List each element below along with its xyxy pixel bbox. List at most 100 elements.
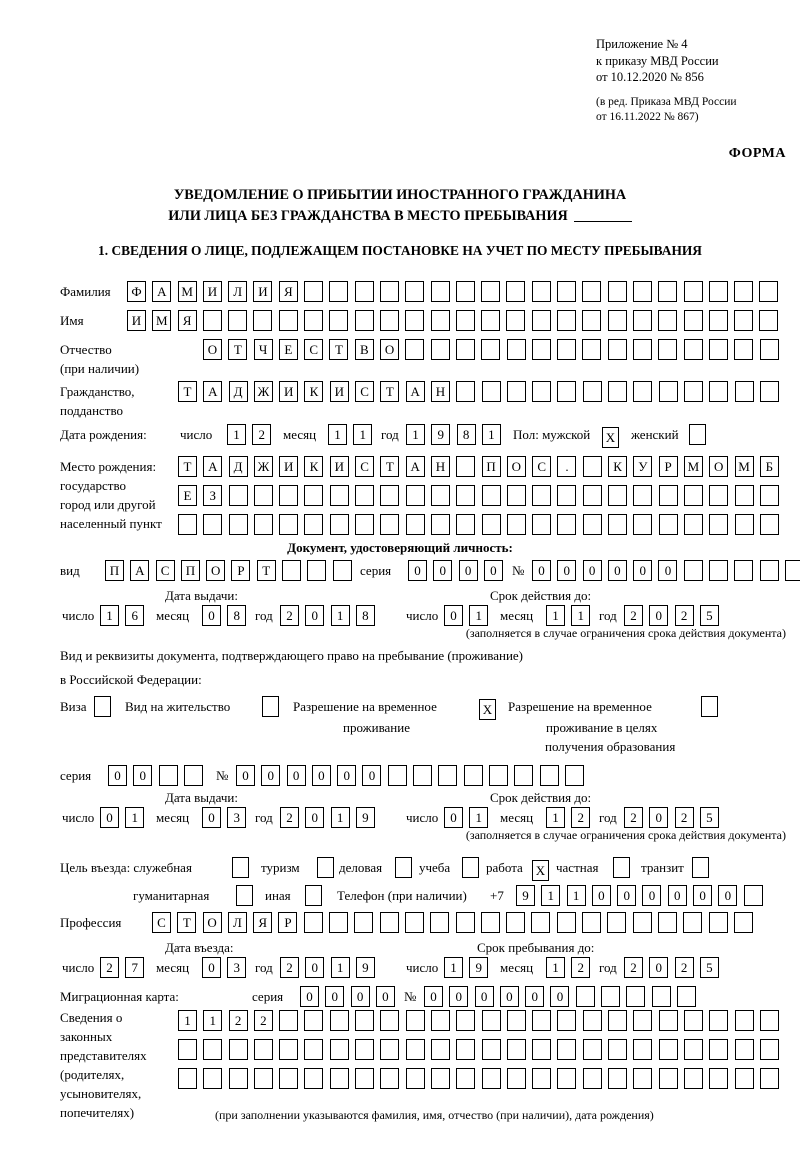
char-cell[interactable] (734, 1068, 754, 1089)
trp-edu-checkbox[interactable] (701, 696, 718, 717)
char-cell[interactable]: 2 (674, 807, 694, 828)
char-cell[interactable] (253, 1039, 273, 1060)
char-cell[interactable]: 0 (424, 986, 443, 1007)
char-cell[interactable]: Е (178, 485, 197, 506)
char-cell[interactable]: 2 (674, 605, 694, 626)
char-cell[interactable]: 9 (516, 885, 535, 906)
char-cell[interactable] (253, 485, 273, 506)
char-cell[interactable]: 0 (525, 986, 545, 1007)
char-cell[interactable] (683, 514, 703, 535)
char-cell[interactable] (506, 1068, 526, 1089)
char-cell[interactable] (514, 765, 534, 786)
char-cell[interactable]: А (130, 560, 150, 581)
char-cell[interactable] (608, 381, 628, 402)
char-cell[interactable]: 1 (353, 424, 373, 445)
char-cell[interactable]: 1 (541, 885, 561, 906)
char-cell[interactable]: П (180, 560, 200, 581)
char-cell[interactable] (607, 310, 627, 331)
char-cell[interactable]: 3 (227, 807, 247, 828)
trp-checkbox[interactable]: X (479, 699, 496, 720)
char-cell[interactable] (633, 1068, 653, 1089)
char-cell[interactable] (405, 514, 425, 535)
char-cell[interactable]: В (354, 339, 374, 360)
char-cell[interactable]: 1 (125, 807, 145, 828)
char-cell[interactable]: А (152, 281, 172, 302)
char-cell[interactable] (379, 310, 399, 331)
char-cell[interactable]: 2 (280, 807, 299, 828)
char-cell[interactable]: И (127, 310, 146, 331)
char-cell[interactable]: Б (759, 456, 779, 477)
char-cell[interactable]: 0 (557, 560, 577, 581)
char-cell[interactable] (633, 1039, 653, 1060)
char-cell[interactable] (759, 1039, 779, 1060)
char-cell[interactable] (759, 339, 779, 360)
char-cell[interactable] (480, 912, 500, 933)
char-cell[interactable]: 1 (444, 957, 463, 978)
char-cell[interactable] (557, 485, 577, 506)
char-cell[interactable]: 0 (337, 765, 357, 786)
char-cell[interactable]: 2 (253, 1010, 273, 1031)
char-cell[interactable] (178, 1039, 197, 1060)
char-cell[interactable] (355, 485, 375, 506)
char-cell[interactable] (506, 339, 526, 360)
char-cell[interactable]: Н (430, 456, 450, 477)
char-cell[interactable]: 0 (633, 560, 653, 581)
char-cell[interactable]: 0 (362, 765, 382, 786)
char-cell[interactable] (354, 912, 374, 933)
char-cell[interactable] (202, 310, 222, 331)
char-cell[interactable] (405, 1068, 425, 1089)
char-cell[interactable]: А (203, 381, 223, 402)
char-cell[interactable] (430, 1068, 450, 1089)
char-cell[interactable] (481, 1010, 501, 1031)
char-cell[interactable] (203, 1068, 223, 1089)
char-cell[interactable] (304, 1039, 324, 1060)
char-cell[interactable]: 0 (325, 986, 345, 1007)
char-cell[interactable] (430, 1039, 450, 1060)
char-cell[interactable] (329, 485, 349, 506)
char-cell[interactable] (380, 485, 400, 506)
char-cell[interactable] (709, 1010, 729, 1031)
char-cell[interactable] (463, 765, 483, 786)
char-cell[interactable] (183, 765, 203, 786)
char-cell[interactable]: О (203, 339, 222, 360)
char-cell[interactable] (329, 1010, 349, 1031)
char-cell[interactable] (734, 310, 754, 331)
char-cell[interactable] (178, 1068, 197, 1089)
char-cell[interactable] (658, 310, 678, 331)
char-cell[interactable] (456, 1068, 476, 1089)
char-cell[interactable]: Ч (253, 339, 273, 360)
char-cell[interactable]: С (304, 339, 324, 360)
char-cell[interactable] (633, 514, 653, 535)
char-cell[interactable] (488, 765, 508, 786)
char-cell[interactable]: Я (278, 281, 298, 302)
char-cell[interactable] (557, 381, 577, 402)
char-cell[interactable]: Т (256, 560, 276, 581)
char-cell[interactable]: К (608, 456, 628, 477)
char-cell[interactable] (759, 1010, 779, 1031)
char-cell[interactable] (683, 310, 703, 331)
char-cell[interactable]: 1 (227, 424, 246, 445)
char-cell[interactable]: 0 (408, 560, 427, 581)
visa-checkbox[interactable] (94, 696, 111, 717)
char-cell[interactable]: 1 (469, 807, 489, 828)
char-cell[interactable] (355, 1039, 375, 1060)
char-cell[interactable] (228, 514, 248, 535)
char-cell[interactable] (683, 912, 703, 933)
char-cell[interactable]: 0 (433, 560, 453, 581)
char-cell[interactable] (575, 986, 595, 1007)
char-cell[interactable]: 9 (355, 807, 375, 828)
char-cell[interactable] (733, 912, 753, 933)
purpose-other-checkbox[interactable] (305, 885, 322, 906)
char-cell[interactable] (608, 485, 628, 506)
